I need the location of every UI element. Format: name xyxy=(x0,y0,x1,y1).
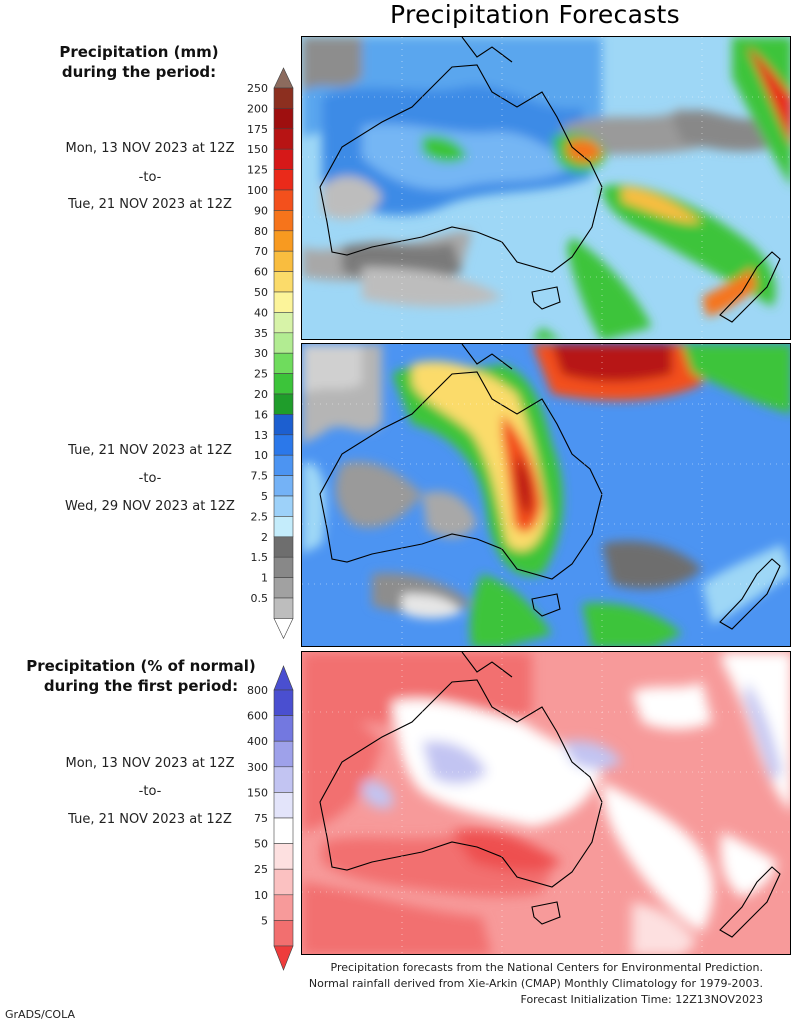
colorbar-swatch xyxy=(273,597,294,619)
colorbar-tick-label: 200 xyxy=(247,102,268,115)
colorbar-tick-label: 125 xyxy=(247,164,268,177)
colorbar-swatch xyxy=(273,868,294,896)
grads-credit: GrADS/COLA xyxy=(5,1008,75,1021)
colorbar-swatch xyxy=(273,210,294,232)
colorbar-tick-label: 25 xyxy=(254,863,268,876)
colorbar-swatch xyxy=(273,352,294,374)
colorbar-tick-label: 50 xyxy=(254,286,268,299)
pct-legend-header-line1: Precipitation (% of normal) xyxy=(26,657,256,675)
colorbar-tick-label: 250 xyxy=(247,82,268,95)
colorbar-swatch xyxy=(273,393,294,415)
colorbar-swatch xyxy=(273,894,294,921)
map-percent-normal xyxy=(302,652,790,954)
colorbar-tick-label: 150 xyxy=(247,143,268,156)
map-period2 xyxy=(302,344,790,646)
map-panel-percent-normal xyxy=(301,651,791,955)
colorbar-tick-label: 80 xyxy=(254,225,268,238)
period2-end: Wed, 29 NOV 2023 at 12Z xyxy=(65,499,235,514)
period2-start: Tue, 21 NOV 2023 at 12Z xyxy=(68,443,232,458)
mm-legend-header-line1: Precipitation (mm) xyxy=(59,43,219,61)
map-panel-period2 xyxy=(301,343,791,647)
colorbar-tick-label: 0.5 xyxy=(251,592,269,605)
pct-colorbar: 800 600 400 300 150 75 50 25 10 5 xyxy=(247,665,294,971)
colorbar-swatch xyxy=(273,577,294,599)
colorbar-top-arrow xyxy=(273,67,294,89)
colorbar-swatch xyxy=(273,536,294,558)
colorbar-tick-label: 2.5 xyxy=(251,510,269,523)
period3-to: -to- xyxy=(138,784,162,799)
colorbar-tick-label: 20 xyxy=(254,388,268,401)
period1-end: Tue, 21 NOV 2023 at 12Z xyxy=(68,197,232,212)
colorbar-bottom-arrow xyxy=(273,945,294,971)
australia-outline xyxy=(319,64,603,273)
colorbar-swatch xyxy=(273,332,294,354)
colorbar-tick-label: 150 xyxy=(247,786,268,799)
colorbar-swatch xyxy=(273,373,294,395)
new-zealand-outline xyxy=(719,251,781,323)
colorbar-tick-label: 800 xyxy=(247,684,268,697)
pct-legend-header: Precipitation (% of normal) during the f… xyxy=(0,656,282,696)
period3-start: Mon, 13 NOV 2023 at 12Z xyxy=(65,756,235,771)
colorbar-top-arrow xyxy=(273,665,294,691)
colorbar-tick-label: 75 xyxy=(254,812,268,825)
mm-legend-header: Precipitation (mm) during the period: xyxy=(0,42,278,82)
colorbar-swatch xyxy=(273,556,294,578)
colorbar-tick-label: 40 xyxy=(254,306,268,319)
footer-line2: Normal rainfall derived from Xie-Arkin (… xyxy=(308,977,763,990)
period1-to: -to- xyxy=(138,170,162,185)
colorbar-tick-label: 100 xyxy=(247,184,268,197)
colorbar-swatch xyxy=(273,414,294,436)
colorbar-swatch xyxy=(273,291,294,313)
colorbar-swatch xyxy=(273,843,294,870)
colorbar-tick-label: 2 xyxy=(261,531,268,544)
footer-line3: Forecast Initialization Time: 12Z13NOV20… xyxy=(520,993,763,1006)
tasmania-outline xyxy=(531,286,561,310)
colorbar-swatch xyxy=(273,230,294,252)
period3-end: Tue, 21 NOV 2023 at 12Z xyxy=(68,812,232,827)
footer-line1: Precipitation forecasts from the Nationa… xyxy=(330,961,764,974)
colorbar-tick-label: 25 xyxy=(254,368,268,381)
colorbar-swatch xyxy=(273,689,294,716)
map-period1 xyxy=(302,37,790,339)
mm-colorbar: 2502001751501251009080706050403530252016… xyxy=(247,67,294,640)
mm-legend-header-line2: during the period: xyxy=(61,63,217,81)
colorbar-tick-label: 30 xyxy=(254,347,268,360)
colorbar-tick-label: 600 xyxy=(247,710,268,723)
colorbar-tick-label: 400 xyxy=(247,735,268,748)
colorbar-swatch xyxy=(273,920,294,947)
colorbar-tick-label: 175 xyxy=(247,123,268,136)
map-panel-period1 xyxy=(301,36,791,340)
colorbar-tick-label: 10 xyxy=(254,889,268,902)
colorbar-tick-label: 16 xyxy=(254,408,268,421)
colorbar-swatch xyxy=(273,271,294,293)
colorbar-tick-label: 35 xyxy=(254,327,268,340)
colorbar-swatch xyxy=(273,108,294,130)
colorbar-tick-label: 60 xyxy=(254,266,268,279)
colorbar-tick-label: 300 xyxy=(247,761,268,774)
colorbar-tick-label: 7.5 xyxy=(251,470,269,483)
colorbar-swatch xyxy=(273,715,294,742)
colorbar-swatch xyxy=(273,516,294,538)
pct-legend-header-line2: during the first period: xyxy=(43,677,239,695)
page-title: Precipitation Forecasts xyxy=(390,0,680,29)
colorbar-tick-label: 5 xyxy=(261,914,268,927)
colorbar-tick-label: 90 xyxy=(254,204,268,217)
colorbar-tick-label: 70 xyxy=(254,245,268,258)
colorbar-swatch xyxy=(273,250,294,272)
colorbar-tick-label: 50 xyxy=(254,838,268,851)
colorbar-tick-label: 1 xyxy=(261,572,268,585)
footer-notes: Precipitation forecasts from the Nationa… xyxy=(309,960,763,1008)
colorbar-swatch xyxy=(273,312,294,334)
colorbar-tick-label: 1.5 xyxy=(251,551,269,564)
period1-start: Mon, 13 NOV 2023 at 12Z xyxy=(65,141,235,156)
colorbar-swatch xyxy=(273,87,294,109)
colorbar-tick-label: 10 xyxy=(254,449,268,462)
colorbar-bottom-arrow xyxy=(273,618,294,640)
period2-to: -to- xyxy=(138,471,162,486)
colorbar-tick-label: 5 xyxy=(261,490,268,503)
colorbar-tick-label: 13 xyxy=(254,429,268,442)
